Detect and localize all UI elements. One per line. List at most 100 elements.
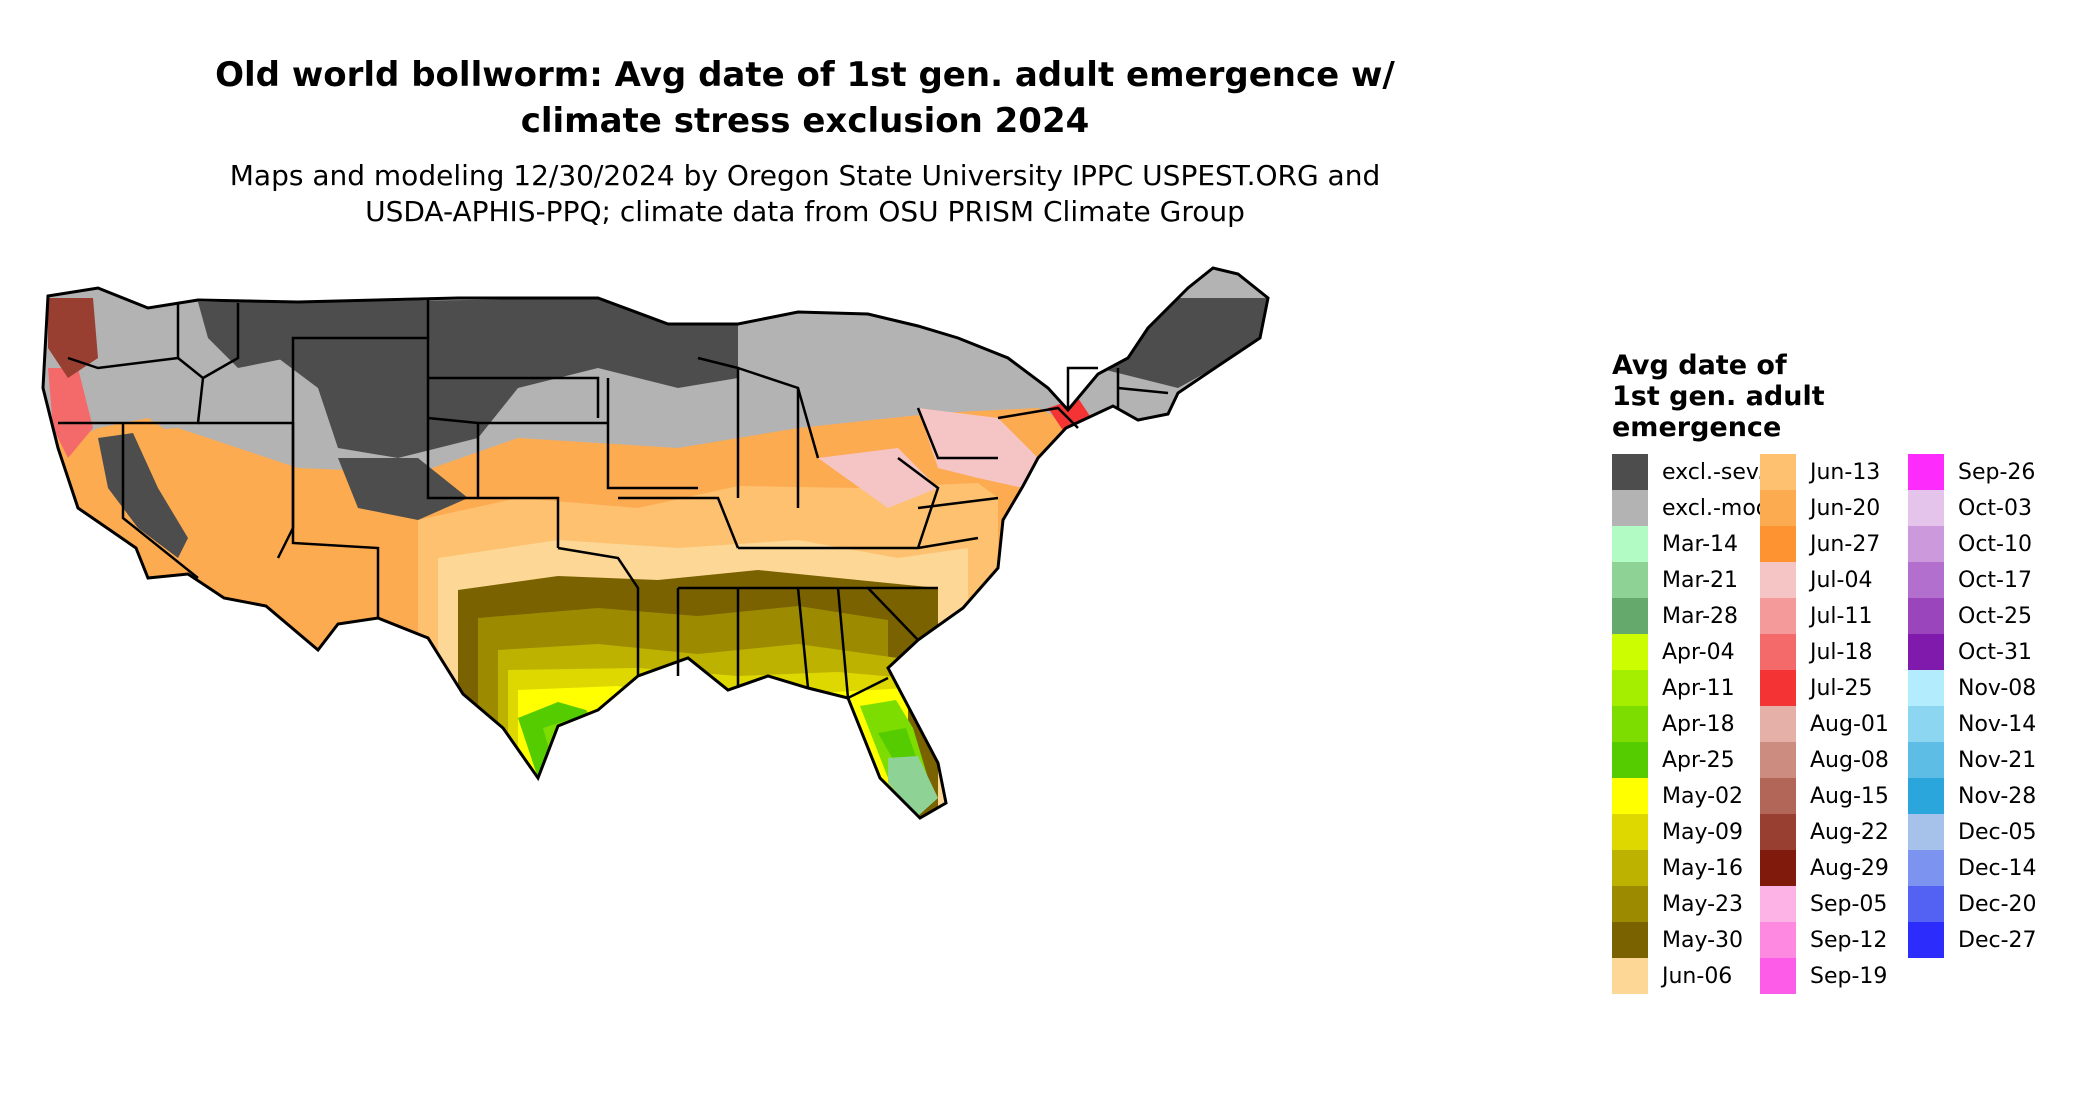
- legend-label: Oct-10: [1958, 531, 2032, 557]
- legend-swatch: [1760, 454, 1796, 490]
- legend-label: May-09: [1662, 819, 1744, 845]
- legend-label: Aug-29: [1810, 855, 1889, 881]
- legend-label: Oct-03: [1958, 495, 2032, 521]
- legend-label: Mar-28: [1662, 603, 1739, 629]
- legend-label: Jun-27: [1810, 531, 1881, 557]
- legend-item: excl.-mod.: [1612, 490, 1777, 526]
- legend-label: Dec-05: [1958, 819, 2037, 845]
- legend-title-line-2: 1st gen. adult: [1612, 381, 1825, 412]
- legend-swatch: [1760, 886, 1796, 922]
- legend-label: Nov-28: [1958, 783, 2037, 809]
- legend-item: Jun-20: [1760, 490, 1889, 526]
- legend-swatch: [1908, 490, 1944, 526]
- legend-swatch: [1612, 706, 1648, 742]
- legend-item: Oct-31: [1908, 634, 2037, 670]
- legend-swatch: [1908, 922, 1944, 958]
- legend-label: Jul-04: [1810, 567, 1873, 593]
- legend-column-3: Sep-26 Oct-03 Oct-10 Oct-17 Oct-25 Oct-31 Nov-…: [1908, 454, 2037, 958]
- legend-label: Apr-04: [1662, 639, 1735, 665]
- legend-label: Mar-14: [1662, 531, 1739, 557]
- legend-label: Nov-14: [1958, 711, 2037, 737]
- state-borders: [58, 298, 1169, 700]
- legend-swatch: [1612, 562, 1648, 598]
- map-title-line-1: Old world bollworm: Avg date of 1st gen.…: [215, 55, 1395, 95]
- legend-item: Dec-14: [1908, 850, 2037, 886]
- legend-swatch: [1760, 670, 1796, 706]
- legend-swatch: [1760, 634, 1796, 670]
- legend-item: Jun-13: [1760, 454, 1889, 490]
- legend-swatch: [1908, 886, 1944, 922]
- legend-item: May-02: [1612, 778, 1777, 814]
- legend-label: excl.-sev.: [1662, 459, 1765, 485]
- legend-item: Dec-05: [1908, 814, 2037, 850]
- legend-swatch: [1760, 526, 1796, 562]
- legend-label: Jul-18: [1810, 639, 1873, 665]
- legend-item: Dec-20: [1908, 886, 2037, 922]
- legend-swatch: [1908, 778, 1944, 814]
- legend-swatch: [1612, 958, 1648, 994]
- legend-item: Jul-25: [1760, 670, 1889, 706]
- legend-swatch: [1760, 598, 1796, 634]
- legend-swatch: [1612, 670, 1648, 706]
- legend-label: Jun-13: [1810, 459, 1881, 485]
- legend-item: Nov-28: [1908, 778, 2037, 814]
- legend-item: Apr-25: [1612, 742, 1777, 778]
- legend-item: Apr-04: [1612, 634, 1777, 670]
- legend-swatch: [1612, 598, 1648, 634]
- legend-item: Mar-14: [1612, 526, 1777, 562]
- legend-swatch: [1760, 490, 1796, 526]
- legend-label: Mar-21: [1662, 567, 1739, 593]
- legend-item: Aug-22: [1760, 814, 1889, 850]
- legend-item: May-23: [1612, 886, 1777, 922]
- legend-item: Sep-26: [1908, 454, 2037, 490]
- legend-item: Oct-10: [1908, 526, 2037, 562]
- legend-swatch: [1612, 490, 1648, 526]
- legend-swatch: [1612, 454, 1648, 490]
- legend-item: Oct-03: [1908, 490, 2037, 526]
- legend-item: Aug-01: [1760, 706, 1889, 742]
- legend-label: Nov-08: [1958, 675, 2037, 701]
- legend-label: Aug-15: [1810, 783, 1889, 809]
- map-title-line-2: climate stress exclusion 2024: [520, 101, 1090, 141]
- legend-label: Sep-05: [1810, 891, 1888, 917]
- map-subtitle-line-2: USDA-APHIS-PPQ; climate data from OSU PR…: [365, 195, 1245, 228]
- legend-label: Jul-25: [1810, 675, 1873, 701]
- legend-item: Jun-06: [1612, 958, 1777, 994]
- legend-item: Mar-28: [1612, 598, 1777, 634]
- legend-label: Jun-06: [1662, 963, 1733, 989]
- legend-item: Aug-29: [1760, 850, 1889, 886]
- legend-label: Aug-01: [1810, 711, 1889, 737]
- legend-label: Dec-27: [1958, 927, 2037, 953]
- legend-item: Apr-11: [1612, 670, 1777, 706]
- legend-swatch: [1760, 850, 1796, 886]
- legend-item: Oct-25: [1908, 598, 2037, 634]
- legend-swatch: [1612, 634, 1648, 670]
- legend-column-1: excl.-sev. excl.-mod. Mar-14 Mar-21 Mar-28 Ap…: [1612, 454, 1777, 994]
- legend-label: May-30: [1662, 927, 1744, 953]
- legend-label: Sep-26: [1958, 459, 2036, 485]
- legend-item: Sep-19: [1760, 958, 1889, 994]
- legend-label: excl.-mod.: [1662, 495, 1777, 521]
- us-emergence-map: [41, 266, 1270, 820]
- legend-swatch: [1908, 454, 1944, 490]
- legend-swatch: [1908, 706, 1944, 742]
- legend-item: Nov-08: [1908, 670, 2037, 706]
- legend-swatch: [1612, 886, 1648, 922]
- legend-item: Jul-04: [1760, 562, 1889, 598]
- legend-item: excl.-sev.: [1612, 454, 1777, 490]
- legend-item: Aug-08: [1760, 742, 1889, 778]
- map-title: Old world bollworm: Avg date of 1st gen.…: [90, 52, 1520, 144]
- legend-item: Aug-15: [1760, 778, 1889, 814]
- legend-item: Apr-18: [1612, 706, 1777, 742]
- legend-swatch: [1760, 922, 1796, 958]
- legend-swatch: [1760, 706, 1796, 742]
- legend-label: Nov-21: [1958, 747, 2037, 773]
- legend-swatch: [1612, 814, 1648, 850]
- legend-label: Aug-08: [1810, 747, 1889, 773]
- legend-swatch: [1612, 742, 1648, 778]
- legend-item: Jun-27: [1760, 526, 1889, 562]
- legend-column-2: Jun-13 Jun-20 Jun-27 Jul-04 Jul-11 Jul-18 Jul-…: [1760, 454, 1889, 994]
- map-subtitle: Maps and modeling 12/30/2024 by Oregon S…: [90, 158, 1520, 230]
- legend-title-line-3: emergence: [1612, 412, 1782, 443]
- legend-title: Avg date of 1st gen. adult emergence: [1612, 350, 1825, 443]
